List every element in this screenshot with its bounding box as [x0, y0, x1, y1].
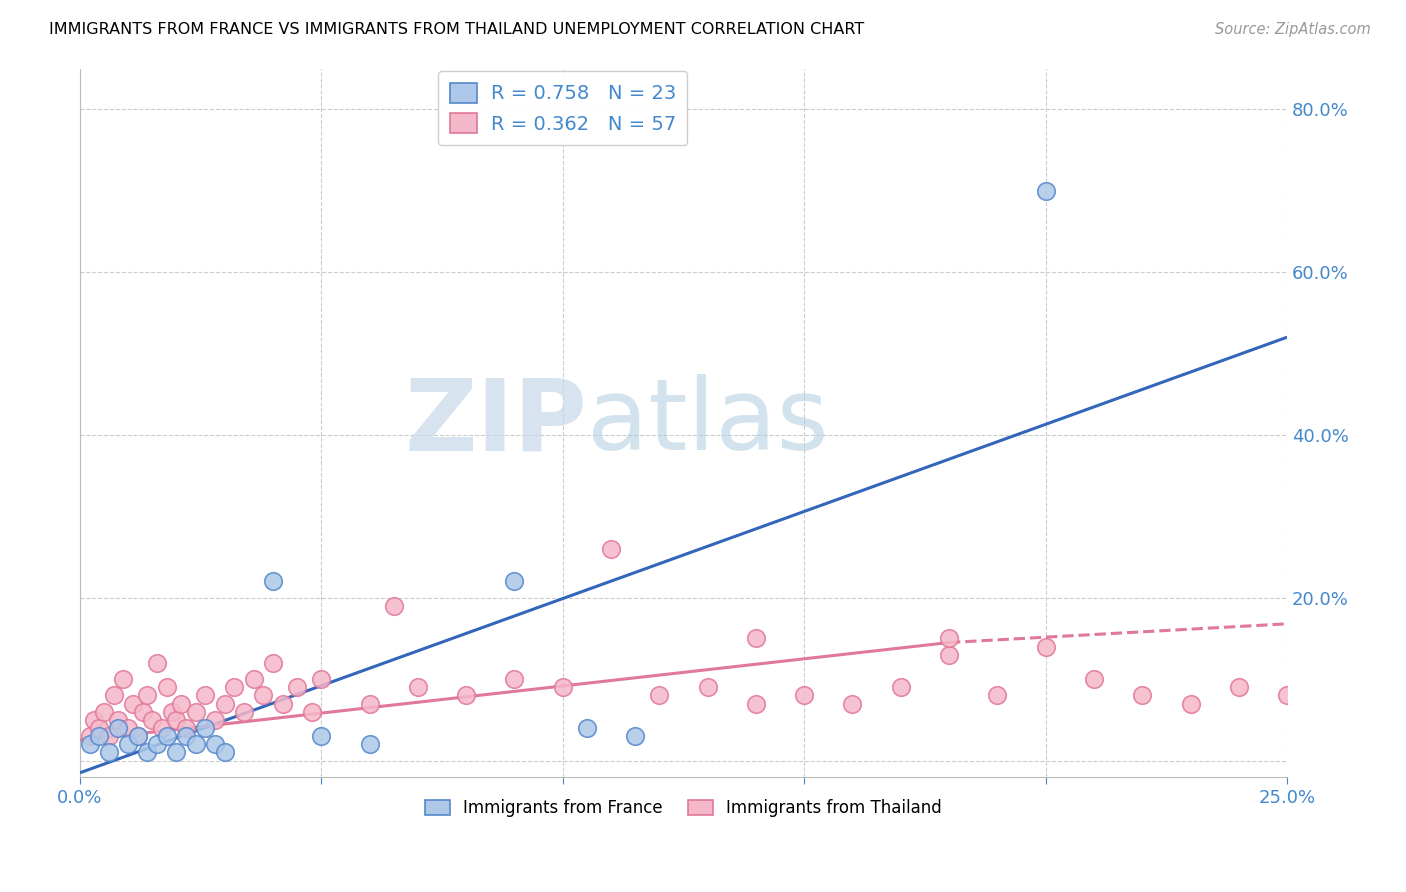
Point — [127, 729, 149, 743]
Point — [624, 729, 647, 743]
Point — [165, 713, 187, 727]
Point — [938, 648, 960, 662]
Point — [262, 656, 284, 670]
Point — [406, 681, 429, 695]
Point — [156, 729, 179, 743]
Point — [252, 689, 274, 703]
Point — [214, 697, 236, 711]
Point — [141, 713, 163, 727]
Point — [131, 705, 153, 719]
Point — [103, 689, 125, 703]
Text: Source: ZipAtlas.com: Source: ZipAtlas.com — [1215, 22, 1371, 37]
Point — [648, 689, 671, 703]
Point — [233, 705, 256, 719]
Point — [174, 729, 197, 743]
Point — [575, 721, 598, 735]
Point — [204, 737, 226, 751]
Point — [503, 574, 526, 589]
Point — [194, 721, 217, 735]
Point — [1227, 681, 1250, 695]
Point — [165, 746, 187, 760]
Point — [359, 697, 381, 711]
Point — [184, 705, 207, 719]
Text: ZIP: ZIP — [404, 374, 586, 471]
Point — [89, 729, 111, 743]
Point — [127, 729, 149, 743]
Point — [503, 672, 526, 686]
Point — [156, 681, 179, 695]
Point — [1083, 672, 1105, 686]
Point — [194, 689, 217, 703]
Point — [97, 746, 120, 760]
Point — [97, 729, 120, 743]
Point — [262, 574, 284, 589]
Point — [745, 632, 768, 646]
Point — [150, 721, 173, 735]
Point — [122, 697, 145, 711]
Point — [311, 672, 333, 686]
Point — [146, 737, 169, 751]
Point — [551, 681, 574, 695]
Point — [107, 721, 129, 735]
Point — [285, 681, 308, 695]
Point — [146, 656, 169, 670]
Point — [359, 737, 381, 751]
Point — [89, 721, 111, 735]
Point — [1035, 184, 1057, 198]
Point — [745, 697, 768, 711]
Point — [793, 689, 815, 703]
Point — [1130, 689, 1153, 703]
Point — [79, 729, 101, 743]
Point — [79, 737, 101, 751]
Point — [301, 705, 323, 719]
Text: atlas: atlas — [586, 374, 828, 471]
Point — [271, 697, 294, 711]
Point — [986, 689, 1008, 703]
Point — [117, 737, 139, 751]
Point — [696, 681, 718, 695]
Point — [242, 672, 264, 686]
Point — [224, 681, 246, 695]
Point — [107, 713, 129, 727]
Point — [890, 681, 912, 695]
Point — [311, 729, 333, 743]
Point — [160, 705, 183, 719]
Point — [456, 689, 478, 703]
Point — [1180, 697, 1202, 711]
Point — [174, 721, 197, 735]
Point — [136, 689, 159, 703]
Point — [112, 672, 135, 686]
Point — [214, 746, 236, 760]
Point — [1035, 640, 1057, 654]
Point — [204, 713, 226, 727]
Point — [938, 632, 960, 646]
Point — [184, 737, 207, 751]
Point — [600, 541, 623, 556]
Point — [136, 746, 159, 760]
Point — [93, 705, 115, 719]
Point — [83, 713, 105, 727]
Point — [170, 697, 193, 711]
Point — [841, 697, 863, 711]
Point — [382, 599, 405, 613]
Point — [117, 721, 139, 735]
Text: IMMIGRANTS FROM FRANCE VS IMMIGRANTS FROM THAILAND UNEMPLOYMENT CORRELATION CHAR: IMMIGRANTS FROM FRANCE VS IMMIGRANTS FRO… — [49, 22, 865, 37]
Point — [1275, 689, 1298, 703]
Legend: Immigrants from France, Immigrants from Thailand: Immigrants from France, Immigrants from … — [416, 790, 950, 825]
